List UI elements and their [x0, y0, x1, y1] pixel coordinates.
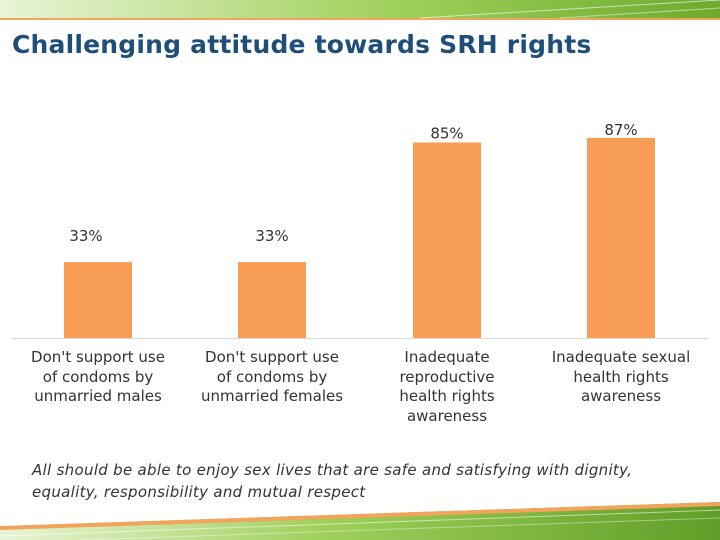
bar-1 — [64, 262, 132, 338]
category-label-line: health rights — [399, 387, 495, 405]
category-label-line: of condoms by — [216, 367, 328, 386]
category-label-line: Inadequate sexual — [551, 348, 691, 366]
category-label-line: Don't support use — [31, 348, 165, 366]
category-label-4: Inadequate sexual health rights awareness — [536, 348, 706, 407]
bar-3 — [413, 142, 481, 338]
data-label-4: 87% — [604, 121, 637, 139]
caption-text: All should be able to enjoy sex lives th… — [32, 461, 633, 501]
category-label-line: Inadequate — [404, 348, 490, 366]
category-label-line: awareness — [406, 406, 488, 425]
data-label-2: 33% — [255, 227, 288, 245]
category-label-line: unmarried males — [34, 387, 162, 405]
top-decorative-band — [0, 0, 720, 20]
category-label-line: health rights — [573, 367, 669, 386]
category-label-line: of condoms by — [42, 367, 154, 386]
category-label-line: awareness — [580, 387, 662, 405]
bar-2 — [238, 262, 306, 338]
category-label-line: unmarried females — [200, 387, 344, 405]
category-label-line: reproductive — [399, 367, 495, 386]
bottom-decorative-band — [0, 502, 720, 540]
bar-chart: 33% 33% 85% 87% — [12, 121, 708, 339]
page-title: Challenging attitude towards SRH rights — [12, 30, 592, 59]
category-label-2: Don't support use of condoms by unmarried … — [187, 348, 357, 407]
category-label-3: Inadequate reproductive health rights aware… — [362, 348, 532, 426]
category-label-1: Don't support use of condoms by unmarried … — [13, 348, 183, 407]
data-label-1: 33% — [69, 227, 102, 245]
category-label-line: Don't support use — [205, 348, 339, 366]
bar-4 — [587, 137, 655, 338]
data-label-3: 85% — [430, 125, 463, 143]
